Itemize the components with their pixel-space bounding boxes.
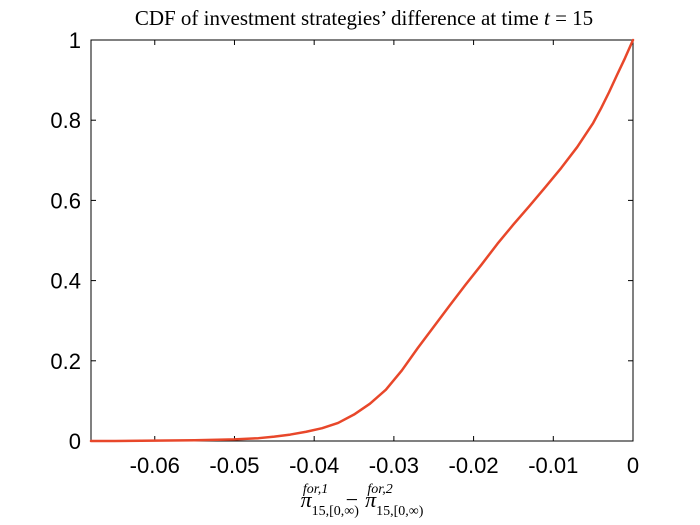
x-tick-label: -0.03 <box>369 453 419 478</box>
x-label-term1-sup: for,1 <box>303 482 328 497</box>
x-tick-label: -0.05 <box>209 453 259 478</box>
chart-title-eq: = 15 <box>555 6 593 30</box>
x-tick-label: -0.04 <box>289 453 339 478</box>
y-tick-label: 0 <box>69 429 81 454</box>
x-axis-label: π15,[0,∞)for,1− π15,[0,∞)for,2 <box>301 482 424 519</box>
x-tick-label: -0.02 <box>449 453 499 478</box>
axes-box <box>90 39 634 442</box>
y-tick-label: 0.6 <box>50 188 81 213</box>
x-label-term1: π <box>301 487 313 512</box>
y-tick-label: 0.8 <box>50 108 81 133</box>
chart-title-prefix: CDF of investment strategies’ difference… <box>135 6 539 30</box>
chart-title-var: t <box>544 6 551 30</box>
y-tick-label: 1 <box>69 28 81 53</box>
y-tick-label: 0.4 <box>50 269 81 294</box>
x-label-term2-sup: for,2 <box>367 482 392 497</box>
x-label-term2: π <box>365 487 377 512</box>
x-tick-label: -0.01 <box>528 453 578 478</box>
x-label-term1-sub: 15,[0,∞) <box>312 504 360 519</box>
y-tick-label: 0.2 <box>50 349 81 374</box>
axis-ticks: -0.06 -0.05 -0.04 -0.03 -0.02 -0.01 0 0 0.2 0.4 0.… <box>50 28 639 478</box>
plot-area: -0.06 -0.05 -0.04 -0.03 -0.02 -0.01 0 0 0.2 0.4 0.… <box>50 28 639 478</box>
x-label-term2-sub: 15,[0,∞) <box>376 504 424 519</box>
series-line-0 <box>89 38 635 443</box>
x-label-minus: − <box>344 487 359 512</box>
series-layer <box>89 38 635 443</box>
x-tick-label: 0 <box>627 453 639 478</box>
x-tick-label: -0.06 <box>130 453 180 478</box>
chart-title: CDF of investment strategies’ difference… <box>135 6 593 30</box>
